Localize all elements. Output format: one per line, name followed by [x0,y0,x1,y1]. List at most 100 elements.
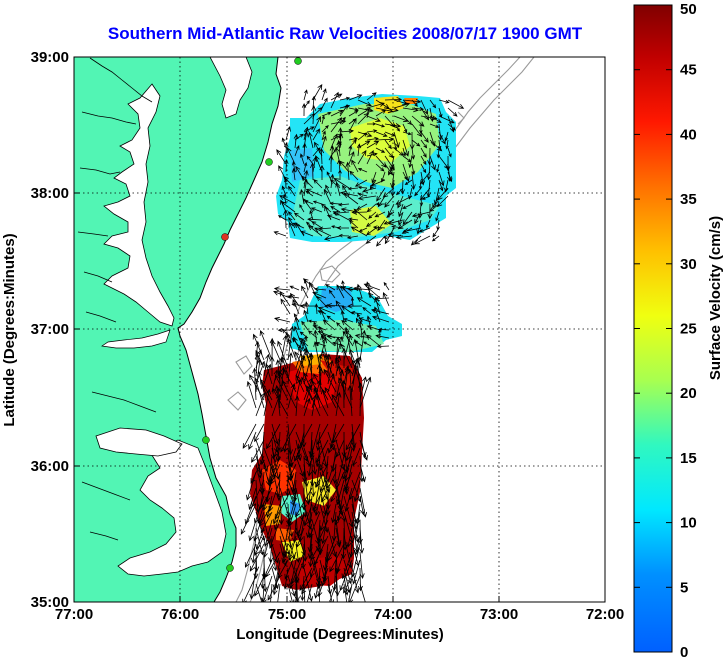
velocity-arrow [272,387,289,417]
velocity-arrow [347,384,353,417]
colorbar-tick-label: 25 [680,321,697,338]
velocity-arrow [357,99,372,107]
velocity-arrow [339,104,349,117]
velocity-arrow [318,226,332,231]
velocity-arrow [295,543,301,564]
velocity-arrow [269,355,275,376]
y-tick-label: 36:00 [31,458,69,475]
velocity-arrow [348,217,359,221]
velocity-arrow [344,471,353,491]
x-tick-label: 72:00 [586,606,624,623]
velocity-arrow [255,583,263,602]
velocity-arrow [362,307,372,315]
velocity-arrow [431,235,440,242]
velocity-arrow [351,159,359,173]
velocity-arrow [318,325,327,339]
velocity-arrow [384,195,395,208]
velocity-arrow [447,171,453,183]
velocity-arrow [319,447,329,472]
velocity-arrow [249,374,265,401]
velocity-arrow [321,97,328,109]
velocity-arrow [321,88,327,101]
velocity-arrow [343,575,353,594]
velocity-arrow [325,284,336,291]
velocity-arrow [333,178,350,189]
velocity-arrow [358,320,364,339]
velocity-arrow [321,115,325,125]
velocity-arrow [447,99,465,109]
velocity-arrow [313,388,329,417]
velocity-arrow [254,575,265,597]
velocity-arrow [313,535,329,566]
velocity-arrow [393,123,401,132]
velocity-arrow [303,567,314,602]
velocity-arrow [320,203,332,213]
velocity-arrow [299,153,305,165]
velocity-arrow [358,227,368,232]
velocity-arrow [383,281,390,291]
velocity-arrow [263,519,273,547]
velocity-arrow [242,423,257,449]
velocity-arrow [328,154,334,173]
velocity-arrow [321,130,326,141]
velocity-arrow [295,487,305,522]
velocity-arrow [438,131,446,145]
velocity-arrow [249,543,265,572]
velocity-arrow [260,487,273,509]
velocity-arrow [270,583,273,602]
velocity-arrow [426,163,432,181]
velocity-arrow [349,471,361,501]
velocity-arrow [366,227,377,236]
velocity-arrow [264,363,273,385]
x-axis-label: Longitude (Degrees:Minutes) [236,626,444,643]
velocity-arrow [262,527,273,559]
velocity-arrow [375,334,390,339]
velocity-arrow [348,117,357,133]
velocity-arrow [429,155,436,171]
velocity-arrow [307,495,313,525]
velocity-arrow [305,188,323,197]
velocity-arrow [318,147,325,165]
velocity-arrow [301,320,309,331]
velocity-arrow [317,519,329,544]
velocity-arrow [295,355,306,385]
velocity-arrow [343,583,348,602]
velocity-arrow [359,463,366,483]
velocity-arrow [408,155,413,169]
velocity-arrow [348,144,353,157]
velocity-arrow [287,325,295,361]
velocity-arrow [313,373,329,401]
velocity-arrow [438,179,444,192]
velocity-arrow [309,423,321,458]
velocity-arrow [284,158,289,173]
velocity-arrow [324,386,337,409]
velocity-arrow [311,105,317,125]
velocity-arrow [250,535,257,564]
velocity-arrow [447,147,452,158]
velocity-arrow [359,376,368,401]
velocity-arrow [288,559,297,590]
velocity-arrow [317,306,336,315]
velocity-arrow [306,155,314,165]
velocity-arrow [420,163,427,174]
velocity-arrow [321,125,329,133]
velocity-arrow [319,503,329,532]
x-tick-label: 74:00 [374,606,412,623]
velocity-arrow [395,187,404,196]
velocity-arrow [315,439,329,464]
velocity-arrow [420,99,428,115]
velocity-arrow [421,195,431,200]
velocity-arrow [395,195,413,205]
velocity-arrow [310,207,323,213]
velocity-arrow [336,225,350,231]
velocity-arrow [436,147,441,159]
colorbar [633,4,673,653]
velocity-arrow [311,394,318,417]
velocity-arrow [339,160,350,173]
x-tick-label: 73:00 [480,606,518,623]
velocity-arrow [310,471,316,498]
velocity-arrow [371,315,390,323]
velocity-arrow [338,127,343,141]
velocity-arrow [314,227,332,237]
